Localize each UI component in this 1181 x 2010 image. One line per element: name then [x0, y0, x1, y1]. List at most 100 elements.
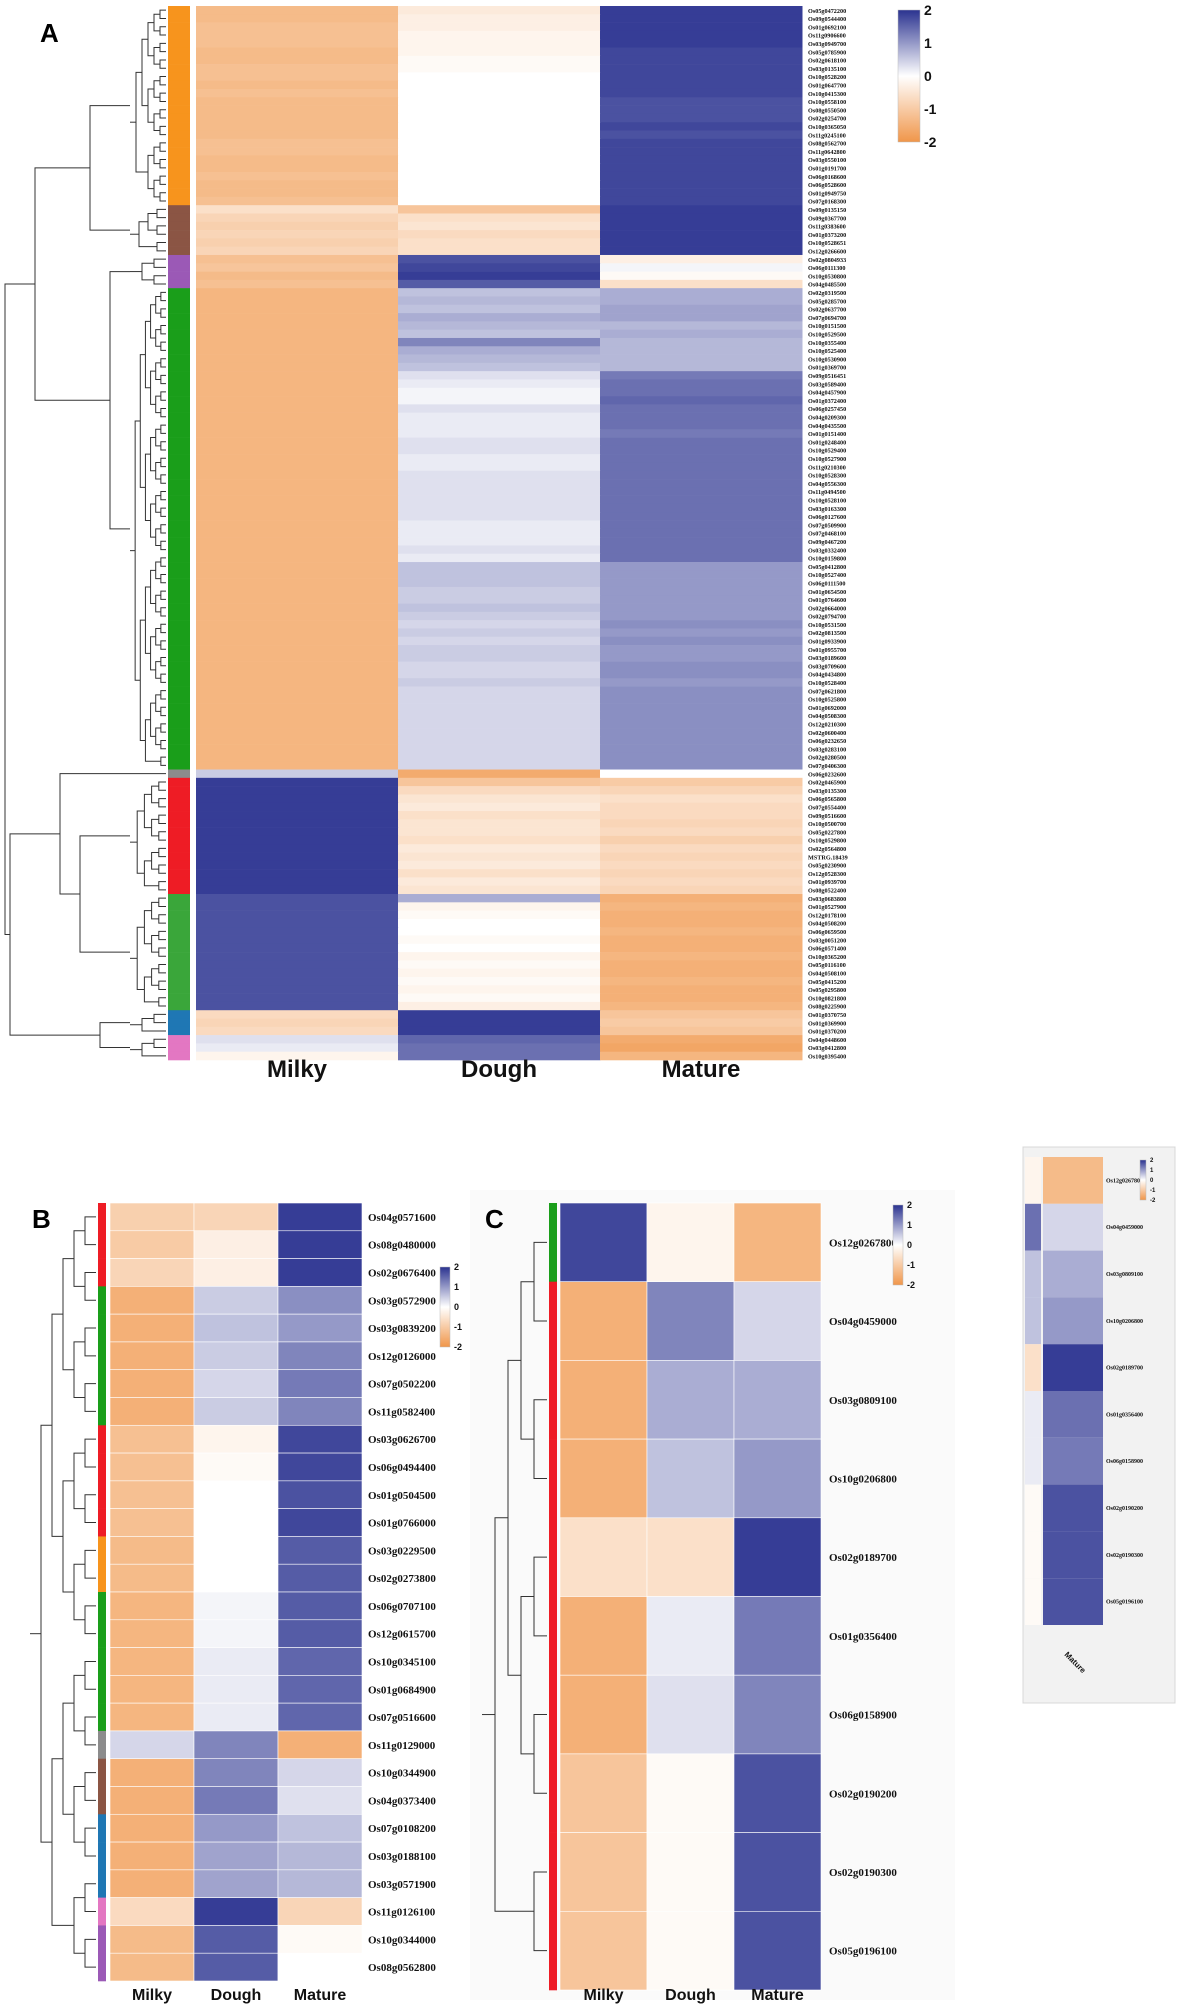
heatmap-cell	[193, 1508, 279, 1537]
gene-label: Os10g0365200	[808, 954, 846, 961]
heatmap-cell	[398, 528, 601, 538]
gene-label: Os01g0654500	[808, 589, 846, 596]
gene-label: Os10g0527400	[808, 572, 846, 579]
heatmap-cell	[600, 661, 803, 671]
dendro-a-branch	[150, 636, 156, 671]
heatmap-cell	[398, 935, 601, 945]
heatmap-cell	[398, 520, 601, 530]
panel-letter-a: A	[40, 18, 59, 48]
gene-label: Os08g0562800	[368, 1962, 436, 1974]
dendro-b-branch	[73, 1563, 85, 1621]
gene-label: Os02g0794700	[808, 614, 846, 621]
heatmap-cell	[600, 213, 803, 223]
gene-label: Os01g0647700	[808, 82, 846, 89]
heatmap-cell	[196, 669, 399, 679]
gene-label: Os03g0626700	[368, 1434, 436, 1446]
heatmap-cell	[196, 1035, 399, 1044]
dendro-b-branch	[62, 1258, 74, 1371]
legend-inset-colorbar	[1139, 1159, 1147, 1201]
cluster-bar-cell	[549, 1203, 557, 1282]
dendro-a-branch	[160, 690, 166, 700]
heatmap-cell	[196, 188, 399, 198]
heatmap-cell	[196, 960, 399, 970]
heatmap-cell	[196, 362, 399, 372]
dendro-a-branch	[156, 208, 166, 219]
heatmap-cell	[193, 1397, 279, 1426]
heatmap-cell	[277, 1647, 363, 1676]
heatmap-cell	[398, 412, 601, 422]
heatmap-cell	[398, 603, 601, 613]
heatmap-cell	[109, 1230, 195, 1259]
heatmap-cell	[600, 537, 803, 546]
heatmap-cell	[600, 105, 803, 115]
cluster-bar-cell	[168, 528, 190, 538]
gene-label: Os05g0285700	[808, 298, 846, 305]
dendro-a-branch	[155, 295, 161, 314]
heatmap-cell	[196, 603, 399, 613]
panel-letter-b: B	[32, 1204, 51, 1234]
dendro-a-branch	[158, 881, 166, 891]
gene-label: Os06g0232650	[808, 738, 846, 745]
heatmap-cell	[600, 337, 803, 347]
cluster-bar-cell	[168, 802, 190, 812]
dendro-b-branch	[84, 1271, 96, 1301]
cluster-bar-cell	[98, 1619, 106, 1648]
gene-label: Os12g0210300	[808, 722, 846, 729]
cluster-bar-cell	[168, 877, 190, 887]
cluster-bar-cell	[168, 97, 190, 106]
heatmap-cell	[193, 1536, 279, 1565]
heatmap-cell	[277, 1341, 363, 1371]
heatmap-cell	[600, 387, 803, 397]
gene-label: Os04g0448600	[808, 1037, 846, 1044]
heatmap-cell	[600, 354, 803, 364]
heatmap-cell	[109, 1925, 195, 1954]
cluster-bar-cell	[168, 669, 190, 679]
cluster-bar-cell	[168, 304, 190, 314]
gene-label: Os07g0694700	[808, 315, 846, 322]
heatmap-cell	[600, 611, 803, 621]
gene-label: Os10g0344900	[368, 1768, 436, 1780]
heatmap-cell	[193, 1369, 279, 1398]
gene-label: Os04g0373400	[368, 1795, 436, 1807]
dendro-a-branch	[159, 192, 166, 202]
legend-inset-tick-2: 0	[1150, 1178, 1154, 1184]
gene-label: Os04g0485500	[808, 282, 846, 289]
heatmap-cell	[398, 238, 601, 247]
dendro-a-branch	[141, 262, 154, 281]
cluster-bar-cell	[168, 479, 190, 488]
gene-label: Os02g0465900	[808, 780, 846, 787]
cluster-bar-cell	[549, 1753, 557, 1833]
heatmap-cell	[109, 1619, 195, 1648]
heatmap-cell	[600, 553, 803, 563]
gene-label: Os02g0564800	[808, 846, 846, 853]
cluster-bar-cell	[168, 794, 190, 804]
cluster-bar-cell	[168, 429, 190, 438]
heatmap-cell	[600, 744, 803, 754]
heatmap-cell	[196, 72, 399, 81]
cluster-bar-cell	[168, 279, 190, 289]
heatmap-cell	[196, 711, 399, 721]
gene-label: Os01g0372400	[808, 398, 846, 405]
heatmap-cell	[1043, 1391, 1103, 1438]
cluster-bar-cell	[168, 553, 190, 563]
heatmap-cell	[398, 147, 601, 156]
gene-label: Os10g0345100	[368, 1656, 436, 1668]
gene-label: Os01g0766000	[368, 1518, 436, 1530]
heatmap-cell	[398, 537, 601, 546]
cluster-bar-cell	[168, 894, 190, 903]
cluster-bar-cell	[98, 1592, 106, 1621]
cluster-bar-cell	[168, 22, 190, 32]
heatmap-cell	[1043, 1578, 1103, 1625]
cluster-bar-cell	[168, 196, 190, 206]
gene-label: Os01g0692000	[808, 705, 846, 712]
cluster-bar-cell	[168, 329, 190, 339]
gene-label: Os03g0189600	[808, 655, 846, 662]
heatmap-cell	[196, 445, 399, 455]
cluster-bar-cell	[549, 1911, 557, 1991]
dendrogram-group	[130, 9, 166, 202]
heatmap-cell	[196, 487, 399, 496]
gene-label: Os02g0273800	[368, 1573, 436, 1585]
cluster-bar-cell	[98, 1953, 106, 1982]
dendro-a-branch	[158, 964, 166, 974]
heatmap-cell	[733, 1360, 822, 1440]
